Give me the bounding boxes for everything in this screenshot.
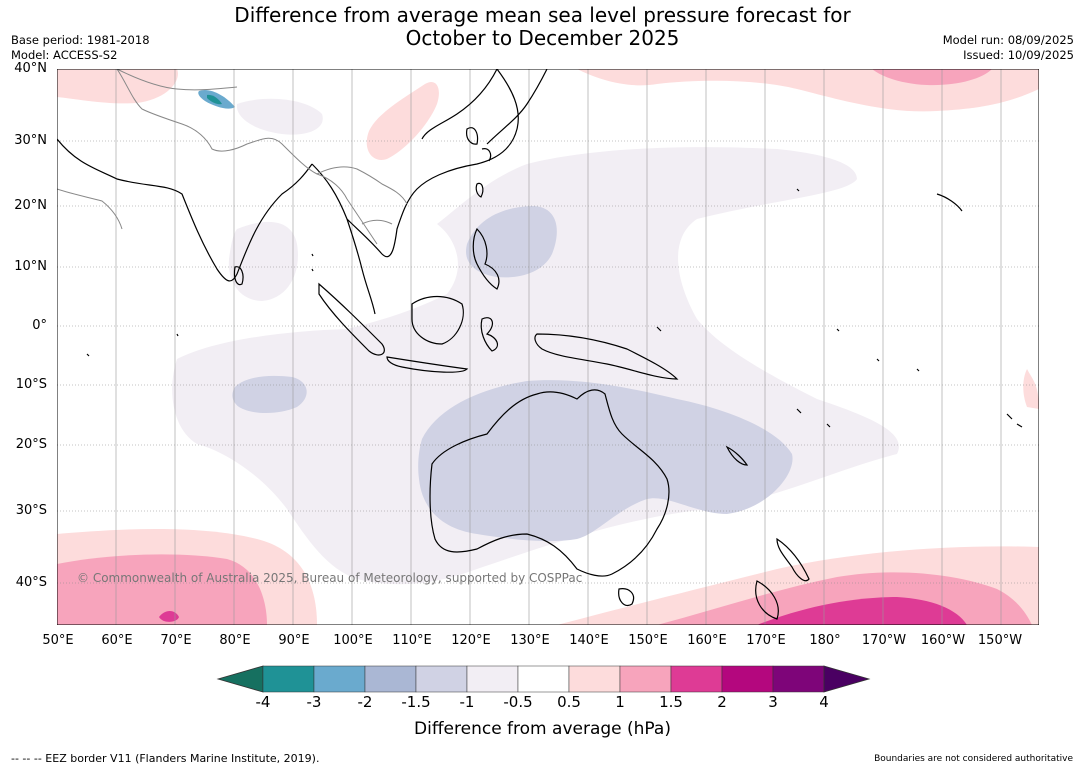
title-line-2: October to December 2025 [405, 26, 680, 50]
lon-label: 150°E [628, 633, 668, 648]
anomaly-region-positive-south-east-core [757, 597, 967, 625]
colorbar-tick-label: 2 [717, 693, 727, 711]
country-borders [57, 69, 408, 245]
lon-label: 100°E [333, 633, 373, 648]
lat-label: 30°S [15, 503, 47, 518]
anomaly-region-negative-himalaya-core [207, 94, 222, 105]
boundaries-disclaimer: Boundaries are not considered authoritat… [874, 754, 1073, 764]
title-line-1: Difference from average mean sea level p… [234, 3, 851, 27]
colorbar-swatch [568, 665, 621, 693]
anomaly-region-positive-south-west-strong [57, 554, 267, 625]
colorbar-tick-label: -3 [306, 693, 322, 711]
lon-label: 80°E [219, 633, 251, 648]
copyright-text: © Commonwealth of Australia 2025, Bureau… [77, 571, 582, 585]
lon-label: 50°E [42, 633, 74, 648]
colorbar-tick-label: -0.5 [503, 693, 533, 711]
anomaly-region-positive-east [1023, 369, 1039, 409]
lon-label: 140°E [569, 633, 609, 648]
colorbar-tick-label: -1.5 [401, 693, 431, 711]
colorbar-tick-label: 1 [615, 693, 625, 711]
model-run: Model run: 08/09/2025 [942, 33, 1074, 47]
anomaly-region-positive-central-asia [57, 69, 178, 104]
lon-label: 170°W [861, 633, 907, 648]
colorbar-swatches [216, 665, 871, 693]
lon-label: 160°E [687, 633, 727, 648]
anomaly-region-negative-philippines [466, 206, 557, 278]
colorbar-swatch [262, 665, 315, 693]
colorbar-swatch [517, 665, 570, 693]
colorbar-title: Difference from average (hPa) [414, 719, 671, 739]
meridians [57, 69, 1002, 625]
anomaly-region-light-negative-tibet [236, 98, 323, 135]
anomaly-region-light-negative-india [228, 221, 298, 301]
anomaly-region-positive-north-strong [872, 69, 992, 86]
lon-label: 160°W [920, 633, 966, 648]
colorbar-tick-label: 1.5 [659, 693, 683, 711]
anomaly-fields [57, 69, 1039, 625]
colorbar-swatch [619, 665, 672, 693]
lat-label: 20°N [14, 198, 47, 213]
colorbar-swatch [721, 665, 774, 693]
lat-label: 30°N [14, 133, 47, 148]
pressure-anomaly-map: © Commonwealth of Australia 2025, Bureau… [57, 69, 1039, 625]
colorbar-tick-label: 4 [819, 693, 829, 711]
anomaly-region-negative-australia [418, 380, 793, 542]
chart-title: Difference from average mean sea level p… [0, 4, 1085, 50]
lat-label: 10°N [14, 259, 47, 274]
lat-label: 20°S [15, 437, 47, 452]
colorbar [216, 665, 871, 693]
colorbar-tick-label: 3 [768, 693, 778, 711]
lat-label: 0° [32, 318, 47, 333]
colorbar-swatch [313, 665, 366, 693]
colorbar-swatch [670, 665, 723, 693]
colorbar-swatch [364, 665, 417, 693]
anomaly-region-positive-south-west-core [159, 611, 179, 622]
colorbar-swatch [772, 665, 825, 693]
lon-label: 60°E [101, 633, 133, 648]
colorbar-tick-label: -1 [459, 693, 475, 711]
lon-label: 70°E [160, 633, 192, 648]
colorbar-swatch [415, 665, 468, 693]
lon-label: 150°W [977, 633, 1023, 648]
run-info: Model run: 08/09/2025 Issued: 10/09/2025 [943, 33, 1074, 63]
lon-label: 90°E [278, 633, 310, 648]
colorbar-extend-high [823, 665, 871, 693]
colorbar-tick-label: 0.5 [557, 693, 581, 711]
colorbar-swatch [466, 665, 519, 693]
lat-label: 40°S [15, 575, 47, 590]
lon-label: 120°E [451, 633, 491, 648]
lat-label: 40°N [14, 61, 47, 76]
lon-label: 170°E [746, 633, 786, 648]
base-period: Base period: 1981-2018 [11, 33, 150, 47]
colorbar-tick-label: -2 [357, 693, 373, 711]
lat-label: 10°S [15, 377, 47, 392]
anomaly-region-negative-indian-ocean [232, 375, 307, 413]
issued-date: Issued: 10/09/2025 [963, 48, 1074, 62]
colorbar-extend-low [216, 665, 264, 693]
coastlines [57, 69, 1023, 620]
model-name: Model: ACCESS-S2 [11, 48, 118, 62]
anomaly-region-positive-japan [366, 81, 439, 160]
colorbar-tick-label: -4 [255, 693, 271, 711]
model-info: Base period: 1981-2018 Model: ACCESS-S2 [11, 33, 150, 63]
lon-label: 180° [809, 633, 841, 648]
eez-border-note: -- -- -- EEZ border V11 (Flanders Marine… [11, 752, 320, 765]
lon-label: 110°E [392, 633, 432, 648]
lon-label: 130°E [510, 633, 550, 648]
